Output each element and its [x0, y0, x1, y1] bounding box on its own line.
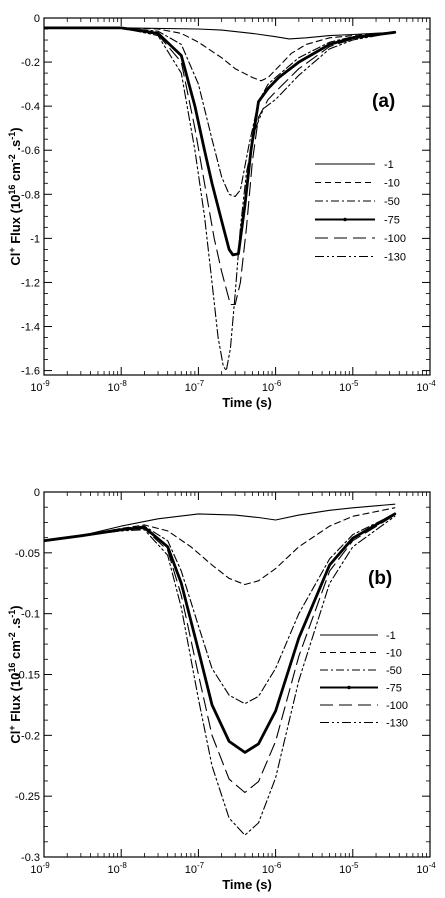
series-line-1 [44, 27, 396, 82]
panel-label: (b) [368, 568, 392, 589]
legend-entry-label: -10 [384, 178, 400, 190]
x-tick-label: 10-4 [416, 861, 436, 876]
y-tick-label: -0.2 [21, 730, 40, 742]
panel-label: (a) [372, 91, 395, 112]
x-tick-label: 10-5 [339, 379, 359, 394]
series-line-3 [44, 26, 397, 257]
legend-marker [347, 685, 351, 690]
chart-panel-b: 10-9 10-8 10-7 10-6 10-5 10-4 0 -0.05 -0.1 -0.15 -… [7, 487, 436, 892]
y-tick-label: -0.8 [21, 189, 40, 201]
legend-entry-label: -1 [384, 159, 394, 171]
x-tick-label: 10-7 [185, 861, 205, 876]
series-line-5 [44, 515, 396, 836]
series-line-2 [44, 27, 396, 198]
y-tick-label: -0.25 [15, 791, 40, 803]
series-group [44, 503, 397, 836]
y-tick-label: -0.05 [15, 548, 40, 560]
legend-entry-label: -100 [386, 700, 408, 712]
series-line-0 [44, 503, 396, 542]
series-group [44, 26, 397, 372]
legend-entry-label: -75 [386, 683, 402, 695]
x-tick-label: 10-5 [339, 861, 359, 876]
x-tick-label: 10-7 [185, 379, 205, 394]
legend-entry-label: -130 [384, 252, 406, 264]
x-tick-label: 10-8 [108, 861, 128, 876]
legend-entry-label: -50 [384, 196, 400, 208]
x-tick-label: 10-4 [416, 379, 436, 394]
legend-entry-label: -100 [384, 233, 406, 245]
y-tick-label: -0.6 [21, 145, 40, 157]
y-tick-label: -1.2 [21, 277, 40, 289]
x-tick-label: 10-9 [30, 861, 50, 876]
x-tick-label: 10-6 [262, 379, 282, 394]
plot-frame [43, 491, 431, 858]
legend-entry-label: -10 [386, 648, 402, 660]
y-axis-label: Cl+ Flux (1016 cm-2 .s-1) [7, 127, 23, 265]
series-line-0 [44, 27, 396, 40]
y-tick-label: -0.15 [15, 670, 40, 682]
y-tick-label: 0 [34, 487, 40, 499]
x-tick-label: 10-9 [30, 379, 50, 394]
x-tick-label: 10-8 [108, 379, 128, 394]
x-axis-label: Time (s) [222, 877, 272, 892]
y-tick-label: 0 [34, 13, 40, 25]
chart-panel-a: 10-9 10-8 10-7 10-6 10-5 10-4 0 -0.2 -0.4 -0.6 -0.… [7, 13, 436, 410]
series-line-3 [44, 512, 397, 754]
y-tick-label: -0.1 [21, 609, 40, 621]
legend-marker [343, 217, 347, 222]
series-line-2 [44, 513, 396, 705]
series-line-5 [44, 27, 396, 372]
y-tick-label: -1 [30, 233, 40, 245]
y-axis-label: Cl+ Flux (1016 cm-2 .s-1) [7, 605, 23, 743]
legend-entry-label: -50 [386, 665, 402, 677]
y-tick-label: -0.3 [21, 852, 40, 864]
legend: -1 -10 -50 -75 -100 -130 [315, 159, 406, 264]
legend-entry-label: -1 [386, 630, 396, 642]
legend: -1 -10 -50 -75 -100 -130 [320, 630, 408, 730]
y-tick-label: -1.6 [21, 366, 40, 378]
y-tick-label: -1.4 [21, 322, 40, 334]
legend-entry-label: -130 [386, 718, 408, 730]
x-axis-label: Time (s) [222, 395, 272, 410]
y-tick-label: -0.2 [21, 57, 40, 69]
legend-entry-label: -75 [384, 215, 400, 227]
series-line-4 [44, 514, 396, 794]
x-tick-label: 10-6 [262, 861, 282, 876]
y-tick-label: -0.4 [21, 101, 40, 113]
plot-frame [43, 17, 431, 376]
series-line-4 [44, 27, 396, 306]
